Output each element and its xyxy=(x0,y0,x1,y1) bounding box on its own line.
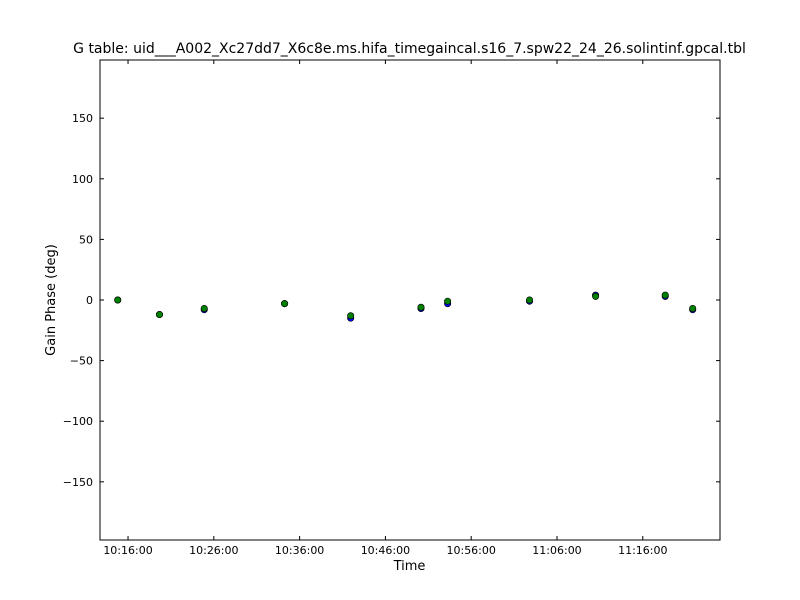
data-point-series-2 xyxy=(155,311,163,319)
x-tick-label: 10:56:00 xyxy=(446,544,495,557)
y-tick-label: −150 xyxy=(63,476,93,489)
data-point-series-2 xyxy=(281,300,289,308)
x-axis-label: Time xyxy=(393,559,426,574)
plot-area-frame xyxy=(99,59,721,541)
data-point-series-2 xyxy=(347,312,355,320)
data-point-series-2 xyxy=(444,297,452,305)
data-point-series-2 xyxy=(689,304,697,312)
axis-ticks xyxy=(100,60,720,540)
data-point-series-2 xyxy=(114,296,122,304)
axis-tick-labels: 10:16:00 10:26:00 10:36:00 10:46:00 10:56:00… xyxy=(63,112,668,557)
x-tick-label: 10:26:00 xyxy=(189,544,238,557)
x-tick-label: 11:16:00 xyxy=(618,544,667,557)
x-tick-label: 11:06:00 xyxy=(532,544,581,557)
y-tick-label: 0 xyxy=(86,294,93,307)
x-tick-label: 10:16:00 xyxy=(103,544,152,557)
y-tick-label: 150 xyxy=(72,112,93,125)
data-point-series-2 xyxy=(200,304,208,312)
data-point-series-2 xyxy=(417,303,425,311)
data-points xyxy=(114,291,697,322)
y-tick-label: 100 xyxy=(72,173,93,186)
x-tick-label: 10:46:00 xyxy=(361,544,410,557)
y-tick-label: 50 xyxy=(79,233,93,246)
y-tick-label: −100 xyxy=(63,415,93,428)
x-tick-label: 10:36:00 xyxy=(275,544,324,557)
chart-title: G table: uid___A002_Xc27dd7_X6c8e.ms.hif… xyxy=(73,41,746,57)
y-axis-label: Gain Phase (deg) xyxy=(44,244,59,356)
data-point-series-2 xyxy=(592,292,600,300)
data-point-series-2 xyxy=(526,296,534,304)
data-point-series-2 xyxy=(661,291,669,299)
y-tick-label: −50 xyxy=(70,355,93,368)
